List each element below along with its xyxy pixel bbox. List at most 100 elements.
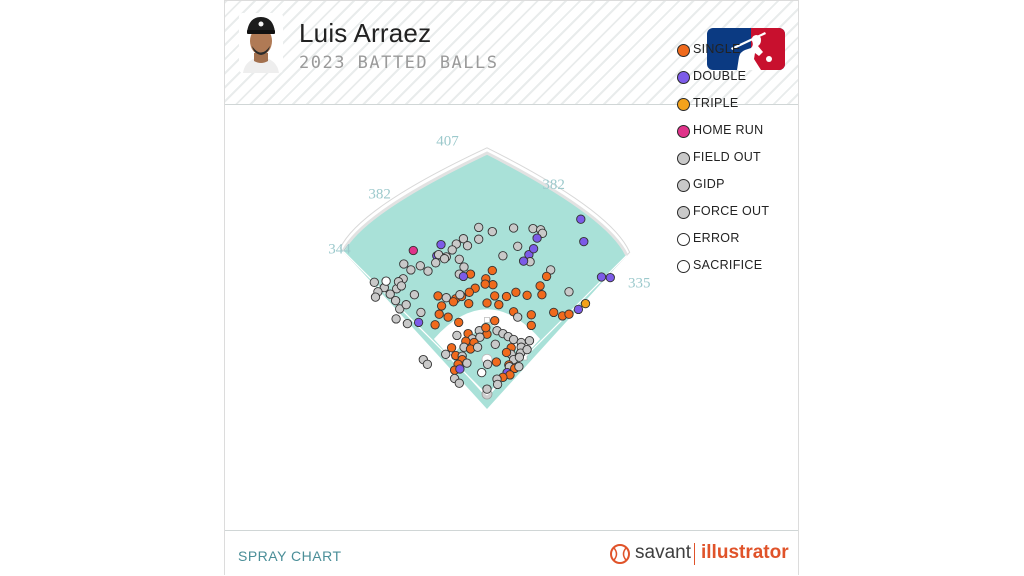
batted-ball-field-out	[455, 290, 465, 300]
batted-ball-field-out	[422, 359, 433, 369]
batted-ball-field-out	[482, 359, 493, 369]
batted-ball-field-out	[406, 265, 416, 275]
batted-ball-single	[501, 347, 512, 358]
batted-ball-double	[528, 244, 539, 254]
legend-label: SACRIFICE	[693, 258, 763, 272]
batted-ball-single	[490, 316, 500, 326]
brand-illustrator-text: illustrator	[701, 542, 789, 563]
batted-ball-single	[436, 301, 447, 311]
legend-swatch	[677, 233, 690, 246]
batted-ball-field-out	[415, 261, 425, 271]
batted-ball-field-out	[395, 304, 405, 314]
batted-ball-field-out	[401, 300, 411, 310]
batted-ball-error	[381, 276, 391, 286]
batted-ball-single	[433, 291, 443, 301]
chart-header: Luis Arraez 2023 BATTED BALLS	[225, 1, 798, 105]
batted-ball-single	[535, 281, 545, 291]
batted-ball-field-out	[402, 318, 413, 329]
batted-ball-field-out	[447, 245, 457, 255]
batted-ball-single	[480, 279, 490, 289]
batted-ball-field-out	[546, 265, 556, 275]
fence-distance-label: 344	[328, 241, 351, 257]
batted-ball-field-out	[369, 277, 379, 287]
batted-ball-single	[481, 323, 491, 333]
legend-swatch	[677, 260, 690, 273]
batted-ball-single	[494, 300, 504, 310]
legend-swatch	[677, 71, 690, 84]
legend-label: ERROR	[693, 231, 740, 245]
batted-ball-double	[576, 214, 586, 224]
batted-ball-points	[369, 214, 615, 394]
batted-ball-single	[537, 290, 547, 300]
batted-ball-field-out	[452, 330, 462, 341]
batted-ball-single	[526, 320, 536, 331]
batted-ball-field-out	[514, 362, 524, 372]
batted-ball-field-out	[522, 344, 532, 355]
batted-ball-field-out	[431, 258, 441, 268]
batted-ball-double	[458, 271, 469, 282]
batted-ball-field-out	[454, 254, 464, 264]
batted-ball-double	[455, 364, 465, 374]
baseball-icon	[610, 544, 630, 564]
legend-label: FORCE OUT	[693, 204, 770, 218]
chart-footer: SPRAY CHART savant illustrator	[225, 530, 798, 575]
batted-ball-field-out	[409, 290, 420, 300]
batted-ball-field-out	[513, 241, 523, 251]
batted-ball-field-out	[474, 222, 484, 233]
legend-swatch	[677, 179, 690, 192]
batted-ball-field-out	[454, 378, 464, 388]
batted-ball-triple	[580, 298, 591, 309]
batted-ball-field-out	[514, 352, 525, 362]
brand-separator	[694, 543, 695, 565]
batted-ball-single	[446, 343, 457, 353]
batted-ball-field-out	[385, 289, 395, 299]
batted-ball-double	[596, 272, 607, 282]
batted-ball-field-out	[482, 384, 492, 394]
fence-distance-label: 407	[436, 133, 459, 149]
legend-label: DOUBLE	[693, 69, 747, 83]
fence-distance-label: 335	[628, 276, 651, 292]
batted-ball-double	[573, 304, 584, 315]
savant-illustrator-brand: savant illustrator	[609, 540, 793, 566]
batted-ball-field-out	[475, 332, 485, 342]
fence-distance-label: 382	[368, 187, 391, 203]
second-base	[484, 317, 490, 323]
batted-ball-single	[487, 265, 497, 276]
batted-ball-field-out	[439, 254, 450, 264]
batted-ball-single	[434, 309, 444, 319]
batted-ball-single	[526, 310, 536, 320]
batted-ball-field-out	[508, 223, 519, 233]
legend-label: TRIPLE	[693, 96, 739, 110]
batted-ball-field-out	[441, 349, 451, 359]
batted-ball-double	[579, 236, 589, 247]
warning-track	[339, 147, 631, 402]
batted-ball-field-out	[513, 312, 523, 322]
outfield-fence	[341, 151, 629, 256]
batted-ball-field-out	[472, 342, 483, 352]
batted-ball-single	[448, 297, 459, 307]
legend-label: SINGLE	[693, 42, 741, 56]
batted-ball-field-out	[492, 379, 503, 390]
batted-ball-single	[490, 291, 500, 301]
player-name: Luis Arraez	[299, 18, 432, 48]
batted-ball-field-out	[498, 251, 508, 261]
legend-swatch	[677, 125, 690, 138]
batted-ball-field-out	[462, 241, 473, 251]
legend-label: FIELD OUT	[693, 150, 761, 164]
batted-ball-single	[549, 307, 559, 318]
fence-distance-label: 382	[542, 177, 565, 193]
batted-ball-single	[488, 280, 498, 290]
spray-chart: 344 382 407 382 335	[328, 133, 651, 409]
batted-ball-field-out	[441, 293, 451, 303]
batted-ball-field-out	[370, 292, 381, 302]
batted-ball-field-out	[396, 281, 407, 291]
batted-ball-field-out	[462, 358, 472, 368]
batted-ball-single	[564, 309, 574, 319]
player-headshot-image	[239, 13, 283, 73]
batted-ball-field-out	[490, 339, 500, 349]
brand-savant-text: savant	[635, 542, 691, 563]
player-headshot	[239, 13, 283, 73]
batted-ball-single	[501, 291, 512, 302]
legend-label: HOME RUN	[693, 123, 764, 137]
batted-ball-field-out	[474, 234, 484, 244]
